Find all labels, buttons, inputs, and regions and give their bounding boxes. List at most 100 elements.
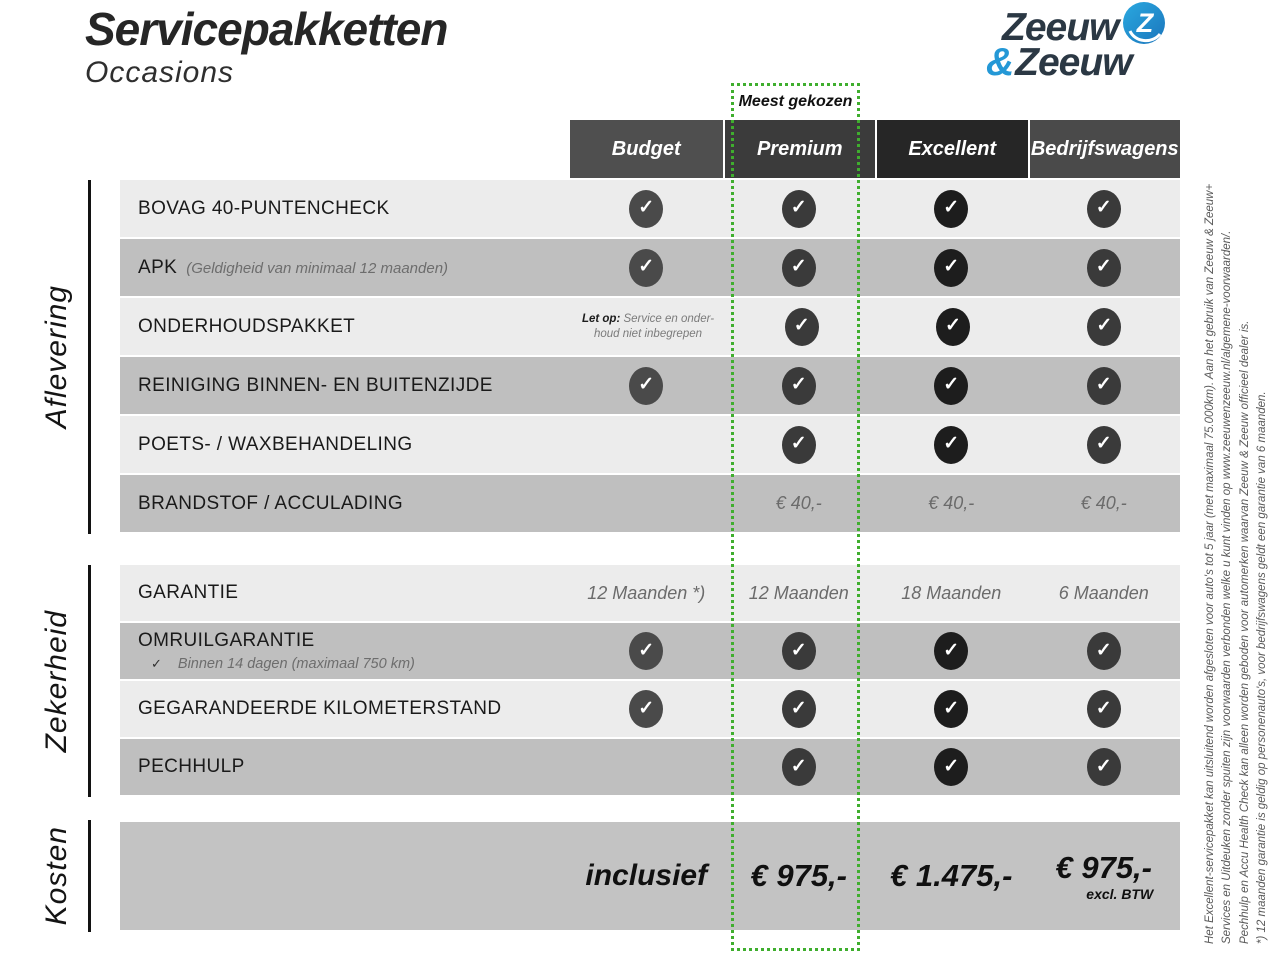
kosten-row: inclusief € 975,- € 1.475,- € 975,- excl. BT…: [120, 822, 1180, 930]
table-cell: ✓: [877, 298, 1028, 355]
logo-line-bottom: &Zeeuw: [986, 41, 1167, 85]
table-cell: Let op: Service en onder-houd niet inbeg…: [570, 298, 726, 355]
row-sub-note: ✓ Binnen 14 dagen (maximaal 750 km): [151, 656, 415, 672]
table-row: BRANDSTOF / ACCULADING € 40,- € 40,- € 40,-: [120, 475, 1180, 532]
price-value: € 1.475,-: [890, 858, 1013, 893]
check-icon: ✓: [781, 748, 816, 786]
column-header-bedrijfswagens: Bedrijfswagens: [1027, 120, 1180, 178]
cell-note: Let op: Service en onder-houd niet inbeg…: [581, 312, 715, 340]
section-divider-line: [88, 180, 91, 534]
table-cell: ✓: [723, 739, 876, 795]
footnotes: Het Excellent-servicepakket kan uitsluit…: [1202, 92, 1271, 944]
footnote-line: Services en Uitdeuken zonder spuiten zij…: [1221, 230, 1234, 944]
check-icon: ✓: [934, 748, 969, 786]
section-label-text: Aflevering: [40, 285, 73, 429]
row-label-cell: GEGARANDEERDE KILOMETERSTAND: [120, 681, 570, 737]
kosten-word: inclusief: [585, 859, 708, 892]
price-value: € 975,-: [1055, 850, 1152, 885]
check-icon: ✓: [629, 632, 664, 670]
section-aflevering-rows: BOVAG 40-PUNTENCHECK ✓ ✓ ✓ ✓ APK (Geldigheid v…: [120, 180, 1180, 534]
logo-ampersand: &: [986, 41, 1014, 84]
logo-word-top: Zeeuw: [1002, 5, 1119, 49]
check-icon: ✓: [629, 189, 664, 228]
table-cell: ✓: [1028, 739, 1181, 795]
column-header-budget: Budget: [570, 120, 723, 178]
table-cell: 18 Maanden: [875, 565, 1028, 621]
page-subtitle: Occasions: [85, 55, 235, 89]
check-icon: ✓: [934, 248, 969, 287]
table-row: APK (Geldigheid van minimaal 12 maanden) ✓…: [120, 239, 1180, 296]
row-label: OMRUILGARANTIE: [138, 630, 315, 651]
table-row: BOVAG 40-PUNTENCHECK ✓ ✓ ✓ ✓: [120, 180, 1180, 237]
check-icon: ✓: [934, 366, 969, 405]
row-label-cell: ONDERHOUDSPAKKET: [120, 298, 570, 355]
table-row: REINIGING BINNEN- EN BUITENZIJDE ✓ ✓ ✓ ✓: [120, 357, 1180, 414]
row-label: GEGARANDEERDE KILOMETERSTAND: [138, 698, 502, 719]
table-cell: ✓: [1029, 298, 1180, 355]
table-cell: ✓: [570, 681, 723, 737]
check-icon: ✓: [781, 425, 816, 464]
table-cell: ✓: [1028, 416, 1181, 473]
section-zekerheid-rows: GARANTIE 12 Maanden *) 12 Maanden 18 Maande…: [120, 565, 1180, 797]
cell-value: 12 Maanden *): [587, 582, 706, 603]
kosten-cell: inclusief: [570, 822, 723, 930]
table-cell: ✓: [875, 357, 1028, 414]
section-label: Kosten: [28, 820, 86, 932]
table-cell: ✓: [570, 623, 723, 679]
column-headers: Budget Premium Excellent Bedrijfswagens: [120, 120, 1180, 178]
check-icon: ✓: [934, 690, 969, 728]
row-label: BRANDSTOF / ACCULADING: [138, 492, 403, 514]
kosten-spacer: [120, 822, 570, 930]
table-cell: ✓: [723, 357, 876, 414]
svg-text:Z: Z: [1136, 8, 1155, 38]
row-label-cell: APK (Geldigheid van minimaal 12 maanden): [120, 239, 570, 296]
table-cell: ✓: [570, 180, 723, 237]
table-cell: ✓: [875, 623, 1028, 679]
table-cell: [570, 739, 723, 795]
price-subnote: excl. BTW: [1086, 886, 1154, 902]
check-icon: ✓: [1086, 690, 1121, 728]
column-header-premium: Premium: [722, 120, 875, 178]
z-swoosh-icon: Z: [1121, 0, 1167, 51]
column-header-excellent: Excellent: [875, 120, 1028, 178]
table-cell: ✓: [1028, 239, 1181, 296]
table-cell: ✓: [1028, 180, 1181, 237]
table-cell: ✓: [875, 239, 1028, 296]
section-label-text: Zekerheid: [40, 609, 73, 753]
kosten-cell: € 975,-: [723, 822, 876, 930]
cell-value: € 40,-: [928, 493, 975, 513]
check-icon: ✓: [1086, 748, 1121, 786]
zeeuw-logo: Zeeuw Z &Zeeuw: [986, 2, 1167, 85]
table-row: OMRUILGARANTIE ✓ Binnen 14 dagen (maximaal…: [120, 623, 1180, 679]
row-label-cell: OMRUILGARANTIE ✓ Binnen 14 dagen (maximaal…: [120, 623, 570, 679]
check-icon: ✓: [781, 248, 816, 287]
table-cell: ✓: [1028, 681, 1181, 737]
table-cell: ✓: [875, 739, 1028, 795]
table-cell: ✓: [723, 239, 876, 296]
kosten-cell: € 1.475,-: [875, 822, 1028, 930]
table-cell: 12 Maanden: [723, 565, 876, 621]
check-icon: ✓: [934, 632, 969, 670]
row-label-cell: POETS- / WAXBEHANDELING: [120, 416, 570, 473]
section-label: Aflevering: [28, 180, 86, 534]
check-icon: ✓: [1086, 366, 1121, 405]
check-icon: ✓: [629, 690, 664, 728]
header-spacer: [120, 120, 570, 178]
table-cell: ✓: [1028, 623, 1181, 679]
table-cell: ✓: [723, 681, 876, 737]
check-icon: ✓: [1086, 425, 1121, 464]
row-label-cell: BRANDSTOF / ACCULADING: [120, 475, 570, 532]
cell-value: 6 Maanden: [1058, 582, 1149, 603]
price-value: € 975,-: [750, 858, 847, 893]
cell-value: € 40,-: [775, 493, 822, 513]
page-title: Servicepakketten: [85, 3, 448, 55]
table-cell: [570, 416, 723, 473]
check-icon: ✓: [1086, 248, 1121, 287]
check-icon: ✓: [784, 307, 819, 346]
table-cell: € 40,-: [1028, 475, 1181, 532]
check-icon: ✓: [935, 307, 970, 346]
check-icon: ✓: [781, 189, 816, 228]
footnote-line: Het Excellent-servicepakket kan uitsluit…: [1204, 183, 1216, 944]
table-cell: ✓: [570, 357, 723, 414]
